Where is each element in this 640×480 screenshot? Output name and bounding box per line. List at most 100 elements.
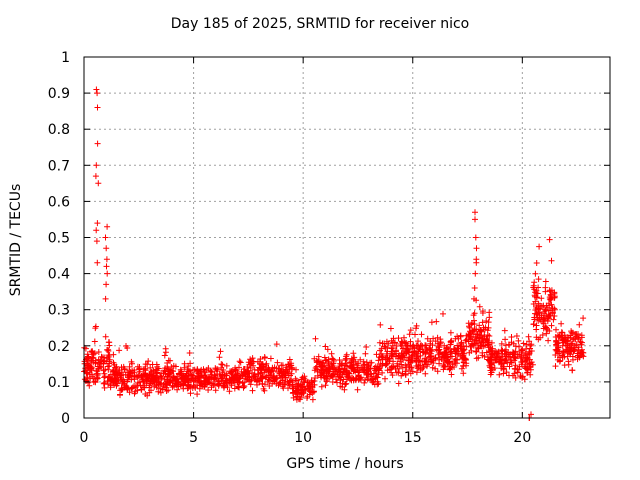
data-point <box>251 372 257 378</box>
data-point <box>84 361 91 368</box>
data-point <box>379 352 386 359</box>
data-point <box>322 357 329 364</box>
data-point <box>533 334 540 341</box>
data-point <box>490 357 497 364</box>
data-point <box>552 352 559 358</box>
data-point <box>480 338 487 345</box>
data-point <box>353 375 360 382</box>
data-point <box>360 358 367 365</box>
data-point <box>428 319 435 326</box>
data-point <box>102 234 109 241</box>
data-point <box>145 374 152 381</box>
data-point <box>336 365 343 372</box>
data-point <box>95 356 102 363</box>
data-point <box>533 260 540 266</box>
data-point <box>177 382 184 389</box>
data-point <box>406 367 412 373</box>
data-point <box>535 276 542 283</box>
data-point <box>110 377 117 384</box>
data-point <box>157 373 163 380</box>
data-point <box>471 295 477 302</box>
data-point <box>140 371 147 378</box>
data-point <box>324 346 331 353</box>
data-point <box>93 162 100 169</box>
data-point <box>461 355 468 362</box>
data-point <box>341 366 348 373</box>
data-point <box>103 281 110 288</box>
data-point <box>478 328 485 335</box>
data-point <box>226 388 233 395</box>
data-point <box>365 371 372 377</box>
data-point <box>104 346 110 353</box>
data-point <box>442 349 449 356</box>
data-point <box>384 367 391 374</box>
data-point <box>112 364 119 371</box>
data-point <box>471 285 478 291</box>
y-tick-label: 0.4 <box>48 267 70 283</box>
data-point <box>411 348 418 355</box>
data-point <box>548 257 555 264</box>
data-point <box>458 365 465 372</box>
data-point <box>376 339 383 346</box>
data-point <box>333 376 339 383</box>
data-point <box>304 378 311 385</box>
data-point <box>298 391 305 398</box>
data-point <box>571 335 578 342</box>
data-point <box>409 368 416 375</box>
data-point <box>526 356 533 363</box>
data-point <box>329 379 336 385</box>
data-point <box>354 364 361 371</box>
data-point <box>189 372 196 379</box>
data-point <box>337 377 344 384</box>
data-point <box>101 384 108 391</box>
data-point <box>474 331 481 338</box>
data-point <box>494 350 501 357</box>
data-point <box>311 367 318 374</box>
data-point <box>166 380 173 386</box>
data-point <box>101 374 108 381</box>
data-point <box>146 371 153 378</box>
data-point <box>103 256 110 263</box>
data-point <box>145 358 152 365</box>
data-point <box>275 369 282 376</box>
data-point <box>220 384 227 391</box>
data-point <box>349 365 356 371</box>
data-point <box>219 361 226 368</box>
data-point <box>477 342 484 349</box>
data-point <box>382 375 388 382</box>
data-point <box>174 386 181 393</box>
data-point <box>545 337 552 344</box>
data-point <box>194 391 201 398</box>
data-point <box>337 383 344 390</box>
data-point <box>528 348 535 354</box>
data-point <box>363 344 370 350</box>
data-point <box>235 379 242 386</box>
data-point <box>415 364 422 370</box>
data-point <box>289 379 296 385</box>
data-point <box>498 340 505 347</box>
data-point <box>85 362 92 369</box>
data-point <box>446 363 453 370</box>
x-tick-label: 0 <box>80 430 89 446</box>
data-point <box>254 358 261 365</box>
data-point <box>544 318 551 325</box>
data-point <box>90 379 97 385</box>
data-point <box>406 331 413 338</box>
data-point <box>497 356 504 363</box>
data-point <box>265 365 272 372</box>
data-point <box>218 361 225 368</box>
data-point <box>165 387 172 394</box>
data-point <box>440 310 446 317</box>
data-point <box>389 351 396 358</box>
data-point <box>121 378 128 385</box>
data-point <box>329 372 336 379</box>
data-point <box>195 374 201 381</box>
data-point <box>412 331 418 338</box>
data-point <box>146 389 153 396</box>
data-point <box>536 243 543 250</box>
data-point <box>186 383 193 390</box>
data-point <box>111 382 118 388</box>
data-point <box>292 375 299 382</box>
data-point <box>403 340 410 347</box>
data-point <box>261 369 268 376</box>
